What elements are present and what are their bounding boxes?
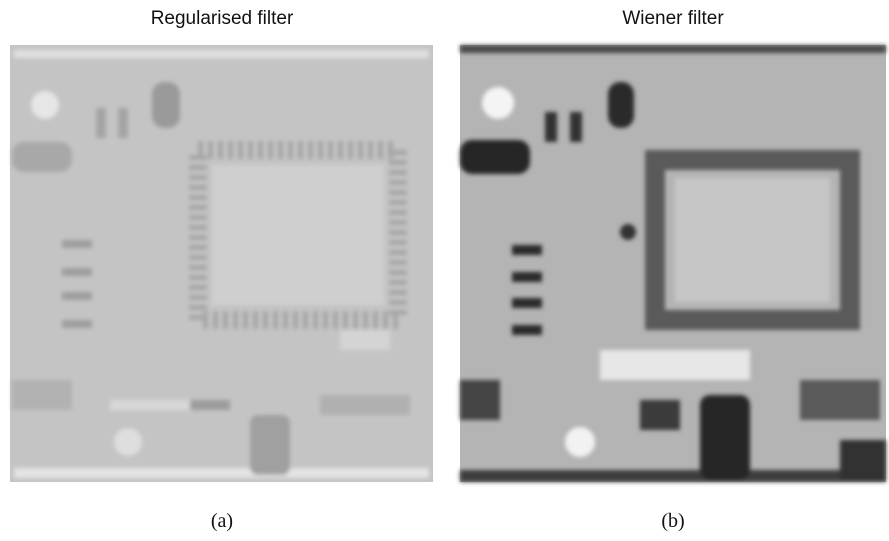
panel-title: Regularised filter xyxy=(151,8,294,29)
figure: Regularised filter Wiener filter xyxy=(0,0,889,541)
image xyxy=(10,45,433,482)
panel-caption: (b) xyxy=(661,510,684,532)
image xyxy=(460,45,886,482)
panel-caption: (a) xyxy=(211,510,233,532)
panel-title: Wiener filter xyxy=(622,8,724,29)
